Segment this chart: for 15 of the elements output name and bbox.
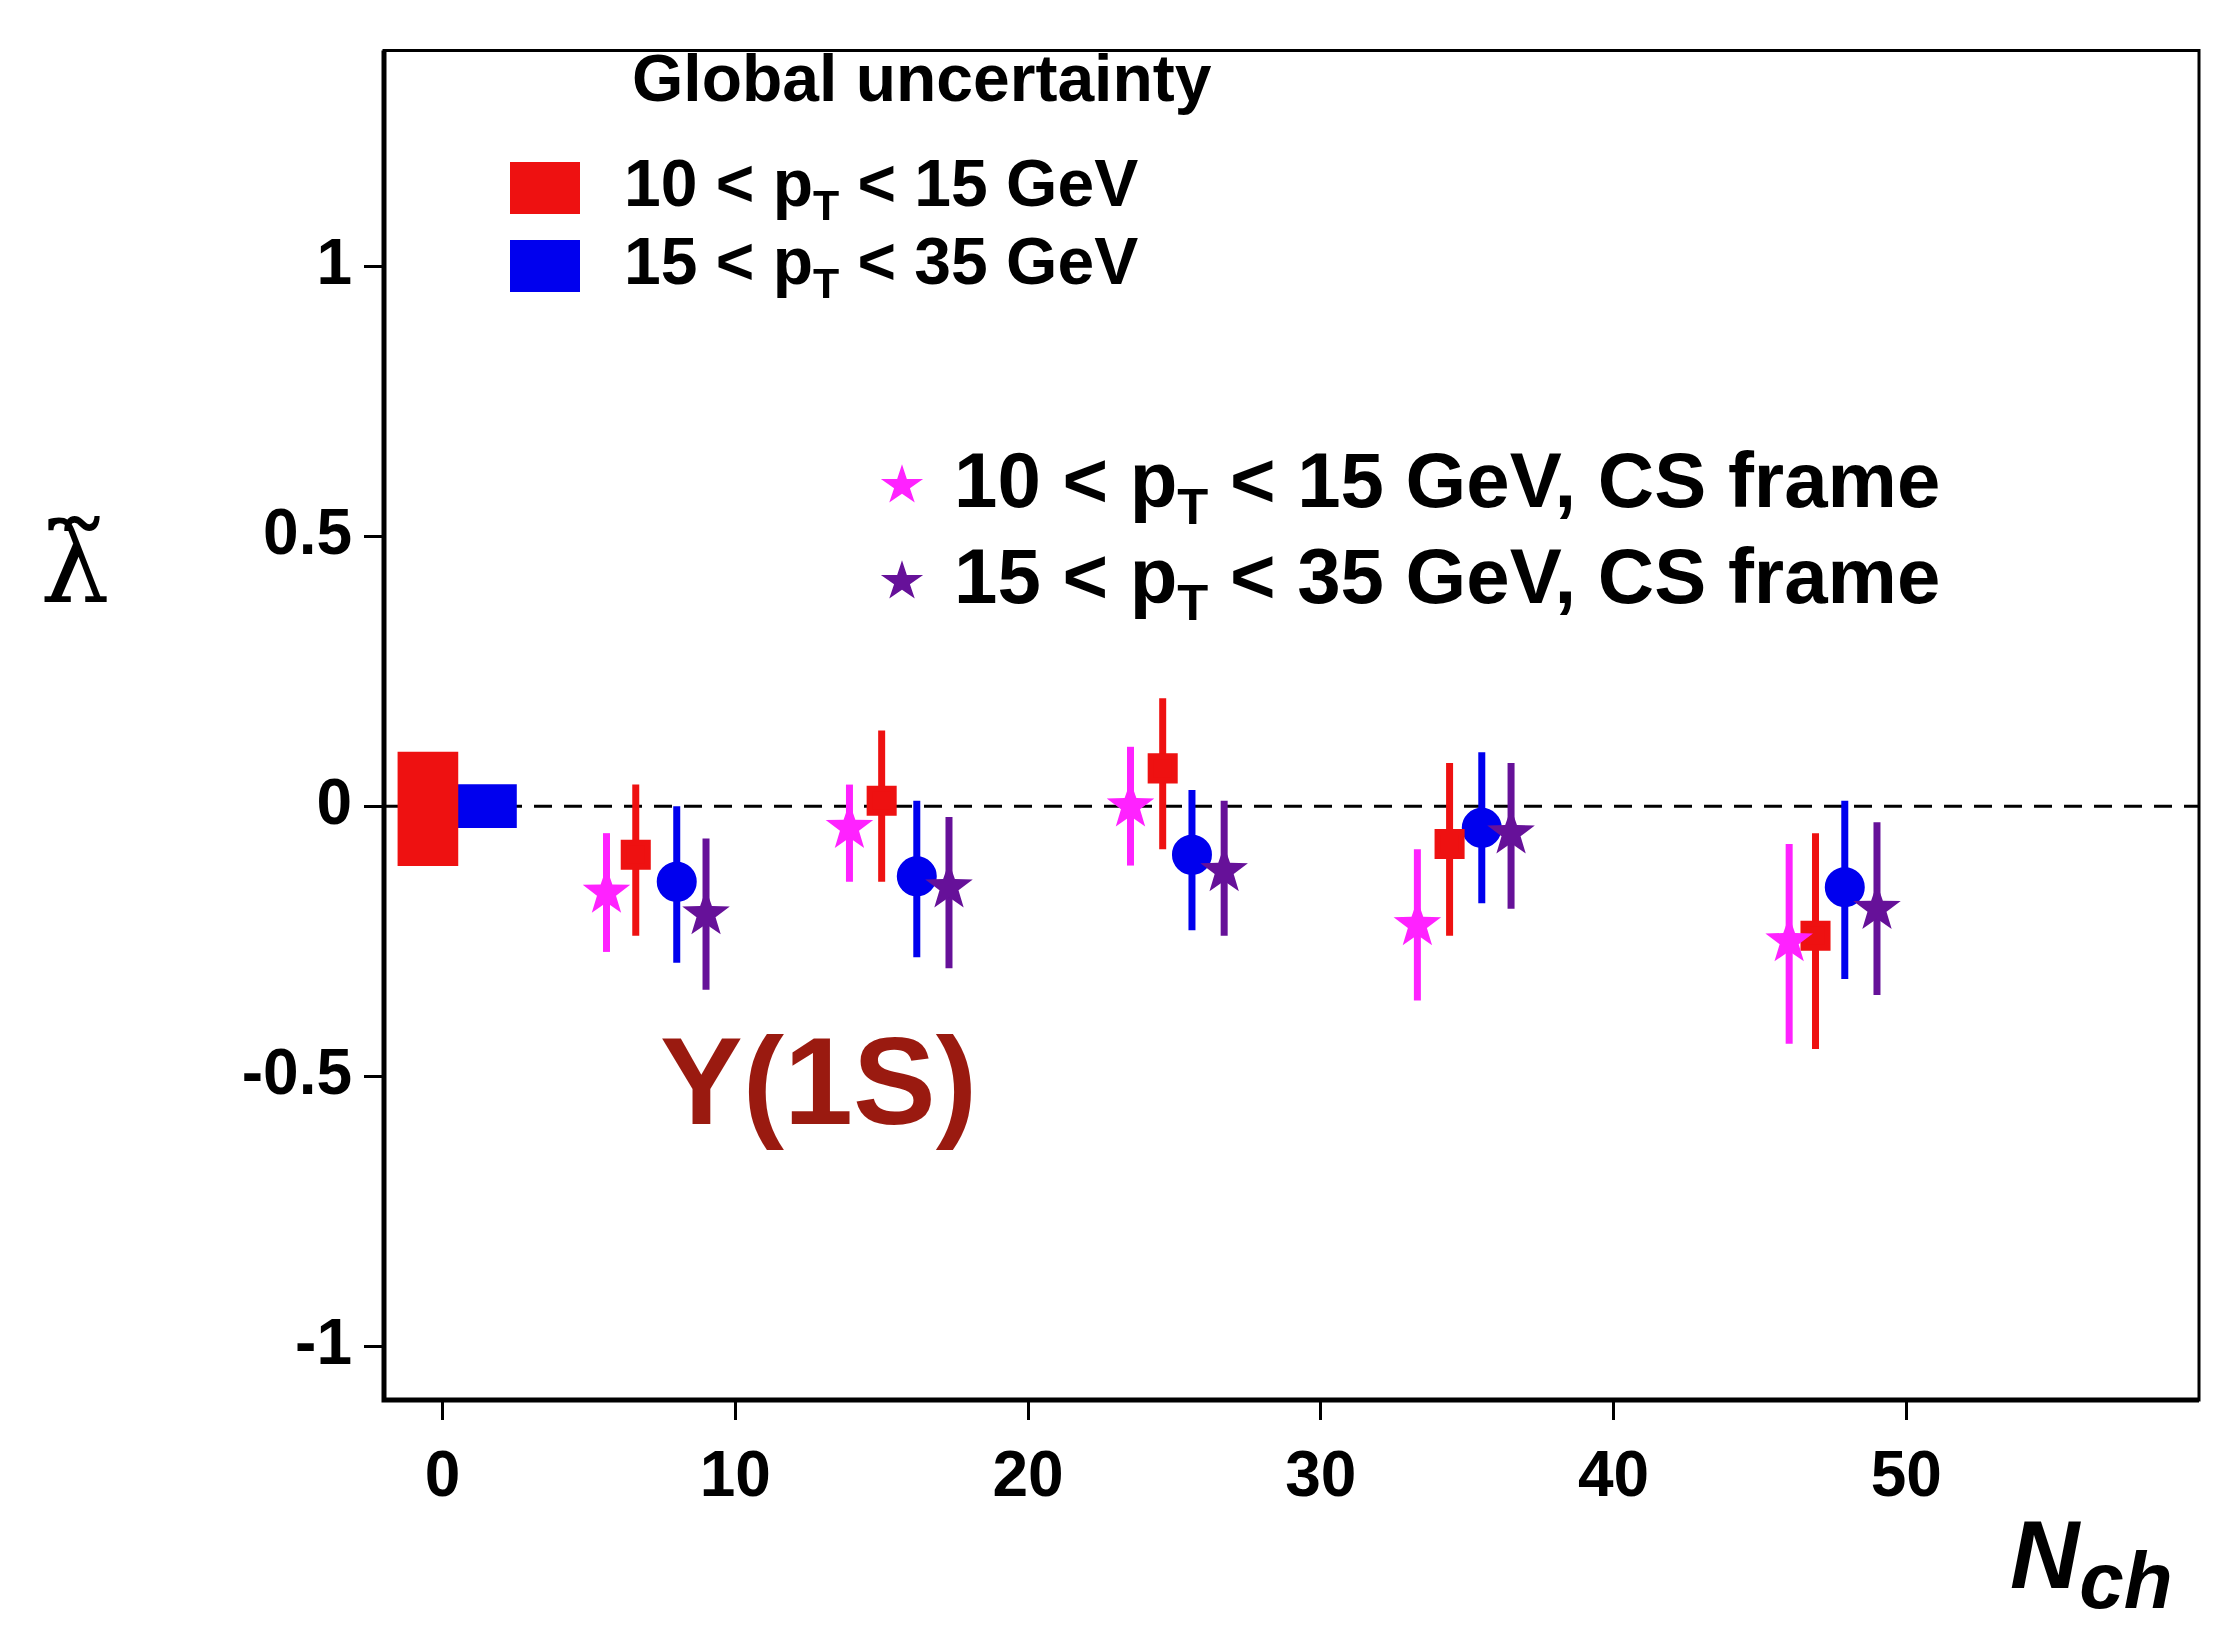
x-tick-label: 0 <box>424 1438 461 1511</box>
annotation: Υ(1S) <box>660 1011 977 1152</box>
y-tick-label: -0.5 <box>241 1035 352 1108</box>
legend-title: Global uncertainty <box>632 40 1212 116</box>
y-tick-label: 0.5 <box>263 495 352 568</box>
y-tick-label: 0 <box>316 765 352 838</box>
x-tick-label: 50 <box>1870 1438 1942 1511</box>
x-tick-label: 10 <box>699 1438 771 1511</box>
y-axis-title: λ̃ <box>40 500 110 628</box>
x-tick-label: 30 <box>1285 1438 1357 1511</box>
y-tick-label: 1 <box>316 225 352 298</box>
y-tick-label: -1 <box>295 1305 352 1378</box>
x-axis-title: N$_{ch}$ <box>2010 1500 2173 1628</box>
x-tick-label: 40 <box>1577 1438 1650 1511</box>
x-tick-label: 20 <box>992 1438 1064 1511</box>
